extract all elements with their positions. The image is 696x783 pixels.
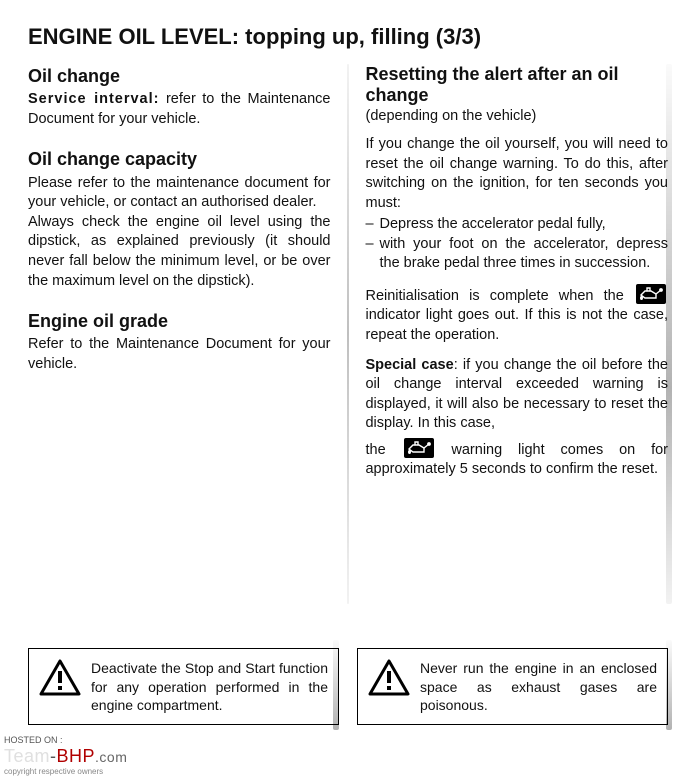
heading-grade: Engine oil grade — [28, 309, 331, 333]
page-title: ENGINE OIL LEVEL: topping up, filling (3… — [28, 24, 668, 50]
watermark-brand: Team-BHP.com — [4, 746, 127, 768]
special-case-lead: Special case — [365, 357, 453, 373]
special-case-b: the warning light comes on for approxima… — [365, 438, 668, 480]
watermark-hosted: HOSTED ON : — [4, 735, 127, 746]
reinit-b: indicator light goes out. If this is not… — [365, 307, 668, 343]
two-column-layout: Oil change Service interval: refer to th… — [28, 64, 668, 644]
grade-body: Refer to the Maintenance Document for yo… — [28, 335, 331, 374]
section-oil-change: Oil change Service interval: refer to th… — [28, 64, 331, 129]
reset-sub: (depending on the vehicle) — [365, 107, 668, 127]
capacity-p2: Always check the engine oil level using … — [28, 213, 331, 291]
watermark-bhp: BHP — [57, 746, 96, 766]
right-edge-shadow — [666, 64, 672, 604]
reset-step-1: Depress the accelerator pedal fully, — [379, 215, 668, 235]
heading-oil-change: Oil change — [28, 64, 331, 88]
warning-text-left: Deactivate the Stop and Start function f… — [91, 659, 328, 714]
reinit-text: Reinitialisation is complete when the in… — [365, 284, 668, 346]
heading-reset: Resetting the alert after an oil change — [365, 64, 668, 105]
warning-text-right: Never run the engine in an enclosed spac… — [420, 659, 657, 714]
service-interval-lead: Service interval: — [28, 91, 159, 107]
reset-p1: If you change the oil yourself, you will… — [365, 135, 668, 213]
service-interval-text: Service interval: refer to the Maintenan… — [28, 90, 331, 129]
special-case-text: Special case: if you change the oil befo… — [365, 356, 668, 434]
section-grade: Engine oil grade Refer to the Maintenanc… — [28, 309, 331, 374]
right-bottom-shadow — [666, 640, 672, 730]
reset-step-2: with your foot on the accelerator, depre… — [379, 235, 668, 274]
left-column: Oil change Service interval: refer to th… — [28, 64, 347, 644]
right-column: Resetting the alert after an oil change … — [349, 64, 668, 644]
warning-row: Deactivate the Stop and Start function f… — [28, 648, 668, 725]
watermark-com: .com — [95, 749, 127, 765]
oil-can-icon — [404, 438, 434, 458]
heading-capacity: Oil change capacity — [28, 147, 331, 171]
watermark-team: Team — [4, 746, 50, 766]
manual-page: ENGINE OIL LEVEL: topping up, filling (3… — [0, 0, 696, 783]
oil-can-icon — [636, 284, 666, 304]
special-case-b1: the — [365, 442, 401, 458]
warning-box-stop-start: Deactivate the Stop and Start function f… — [28, 648, 339, 725]
warning-triangle-icon — [39, 659, 81, 697]
section-capacity: Oil change capacity Please refer to the … — [28, 147, 331, 291]
reset-steps-list: Depress the accelerator pedal fully, wit… — [365, 215, 668, 274]
warning-triangle-icon — [368, 659, 410, 697]
capacity-p1: Please refer to the maintenance document… — [28, 174, 331, 213]
watermark: HOSTED ON : Team-BHP.com copyright respe… — [4, 735, 127, 777]
center-bottom-shadow — [333, 640, 339, 730]
watermark-copyright: copyright respective owners — [4, 767, 127, 777]
reinit-a: Reinitialisation is complete when the — [365, 288, 623, 304]
warning-box-exhaust: Never run the engine in an enclosed spac… — [357, 648, 668, 725]
section-reset: Resetting the alert after an oil change … — [365, 64, 668, 127]
